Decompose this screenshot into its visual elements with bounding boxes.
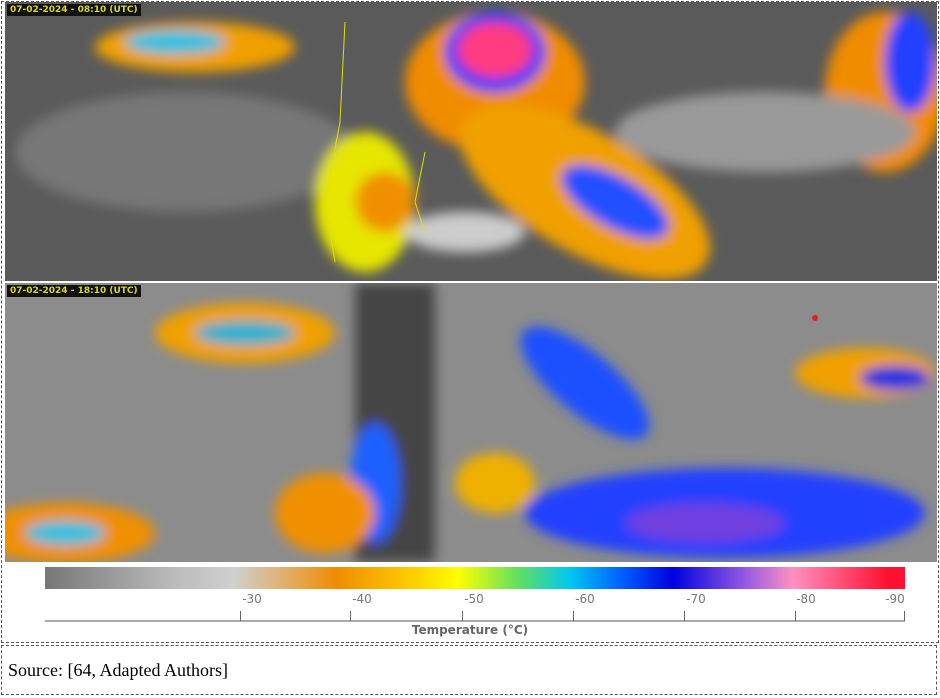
tick-label: -30	[242, 592, 262, 606]
tick-label: -50	[464, 592, 484, 606]
temperature-colorbar	[45, 567, 905, 589]
tick-mark	[904, 611, 905, 621]
satellite-panel-0810: 07-02-2024 - 08:10 (UTC)	[5, 2, 937, 281]
tick-mark	[795, 611, 796, 621]
tick-mark	[684, 611, 685, 621]
tick-mark	[240, 611, 241, 621]
tick-mark	[573, 611, 574, 621]
tick-label: -60	[575, 592, 595, 606]
satellite-image-bottom	[5, 283, 937, 562]
satellite-image-top	[5, 2, 937, 281]
tick-label: -90	[885, 592, 905, 606]
satellite-panel-1810: 07-02-2024 - 18:10 (UTC)	[5, 283, 937, 562]
figure: 07-02-2024 - 08:10 (UTC) 07-02-2024 - 18…	[1, 1, 939, 643]
tick-label: -40	[352, 592, 372, 606]
tick-label: -80	[796, 592, 816, 606]
timestamp-label: 07-02-2024 - 18:10 (UTC)	[7, 285, 141, 297]
source-caption: Source: [64, Adapted Authors]	[1, 645, 937, 695]
colorbar-title: Temperature (°C)	[411, 623, 529, 637]
timestamp-label: 07-02-2024 - 08:10 (UTC)	[7, 4, 141, 16]
tick-label: -70	[686, 592, 706, 606]
tick-mark	[350, 611, 351, 621]
tick-mark	[462, 611, 463, 621]
colorbar-axis	[45, 620, 905, 622]
